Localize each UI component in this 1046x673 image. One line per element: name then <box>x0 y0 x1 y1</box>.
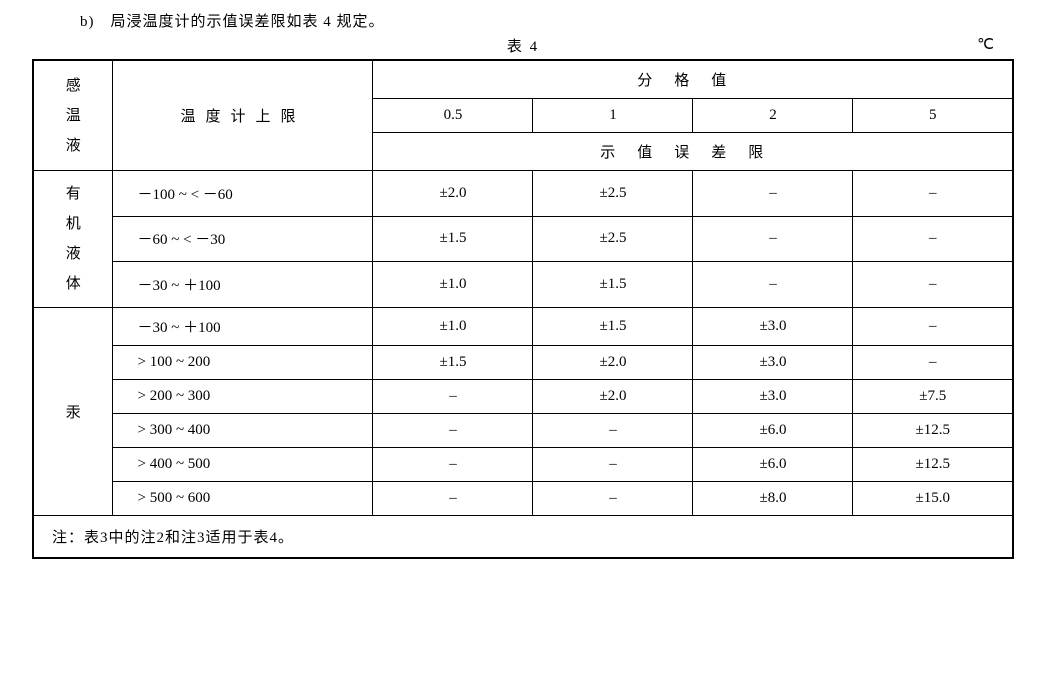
value-cell: ±2.0 <box>373 171 533 217</box>
value-cell: ±8.0 <box>693 482 853 516</box>
division-value: 1 <box>533 99 693 133</box>
value-cell: ±15.0 <box>853 482 1013 516</box>
header-liquid: 感温液 <box>33 60 113 171</box>
table-row: > 300 ~ 400––±6.0±12.5 <box>33 414 1013 448</box>
value-cell: – <box>693 171 853 217</box>
table-row: －60 ~ < －30±1.5±2.5–– <box>33 216 1013 262</box>
value-cell: ±1.5 <box>533 308 693 346</box>
value-cell: ±2.0 <box>533 380 693 414</box>
caption-row: 表 4 ℃ <box>20 35 1026 57</box>
value-cell: – <box>373 482 533 516</box>
header-range: 温度计上限 <box>113 60 373 171</box>
range-cell: －30 ~ ＋100 <box>113 308 373 346</box>
value-cell: – <box>693 262 853 308</box>
range-cell: > 400 ~ 500 <box>113 448 373 482</box>
value-cell: ±1.0 <box>373 262 533 308</box>
value-cell: – <box>853 262 1013 308</box>
value-cell: – <box>533 414 693 448</box>
value-cell: ±12.5 <box>853 448 1013 482</box>
table-row: > 400 ~ 500––±6.0±12.5 <box>33 448 1013 482</box>
value-cell: ±1.0 <box>373 308 533 346</box>
unit-label: ℃ <box>977 35 996 54</box>
value-cell: ±6.0 <box>693 448 853 482</box>
value-cell: – <box>853 308 1013 346</box>
value-cell: ±6.0 <box>693 414 853 448</box>
value-cell: ±1.5 <box>373 216 533 262</box>
value-cell: ±3.0 <box>693 308 853 346</box>
range-cell: > 500 ~ 600 <box>113 482 373 516</box>
range-cell: > 200 ~ 300 <box>113 380 373 414</box>
table-row: －30 ~ ＋100±1.0±1.5–– <box>33 262 1013 308</box>
value-cell: – <box>853 171 1013 217</box>
value-cell: – <box>693 216 853 262</box>
range-cell: －30 ~ ＋100 <box>113 262 373 308</box>
intro-text: b) 局浸温度计的示值误差限如表 4 规定。 <box>80 10 1026 31</box>
table-row: 汞－30 ~ ＋100±1.0±1.5±3.0– <box>33 308 1013 346</box>
value-cell: ±2.0 <box>533 346 693 380</box>
division-value: 2 <box>693 99 853 133</box>
value-cell: ±1.5 <box>533 262 693 308</box>
value-cell: – <box>853 216 1013 262</box>
liquid-label-mercury: 汞 <box>33 308 113 516</box>
header-error: 示值误差限 <box>373 133 1013 171</box>
table-footnote: 注：表3中的注2和注3适用于表4。 <box>33 516 1013 559</box>
range-cell: > 300 ~ 400 <box>113 414 373 448</box>
table-row: 有机液体－100 ~ < －60±2.0±2.5–– <box>33 171 1013 217</box>
table-row: > 200 ~ 300–±2.0±3.0±7.5 <box>33 380 1013 414</box>
value-cell: ±12.5 <box>853 414 1013 448</box>
range-cell: －60 ~ < －30 <box>113 216 373 262</box>
value-cell: ±2.5 <box>533 216 693 262</box>
value-cell: ±2.5 <box>533 171 693 217</box>
value-cell: – <box>853 346 1013 380</box>
value-cell: ±3.0 <box>693 380 853 414</box>
table-caption: 表 4 <box>507 35 539 56</box>
table-row: > 100 ~ 200±1.5±2.0±3.0– <box>33 346 1013 380</box>
value-cell: ±1.5 <box>373 346 533 380</box>
division-value: 0.5 <box>373 99 533 133</box>
range-cell: －100 ~ < －60 <box>113 171 373 217</box>
liquid-label-organic: 有机液体 <box>33 171 113 308</box>
value-cell: – <box>533 482 693 516</box>
range-cell: > 100 ~ 200 <box>113 346 373 380</box>
table-row: > 500 ~ 600––±8.0±15.0 <box>33 482 1013 516</box>
value-cell: – <box>373 448 533 482</box>
value-cell: ±3.0 <box>693 346 853 380</box>
value-cell: – <box>533 448 693 482</box>
error-limit-table: 感温液 温度计上限 分格值 0.5 1 2 5 示值误差限 有机液体－100 ~… <box>32 59 1014 559</box>
header-division: 分格值 <box>373 60 1013 99</box>
division-value: 5 <box>853 99 1013 133</box>
value-cell: – <box>373 380 533 414</box>
value-cell: ±7.5 <box>853 380 1013 414</box>
value-cell: – <box>373 414 533 448</box>
